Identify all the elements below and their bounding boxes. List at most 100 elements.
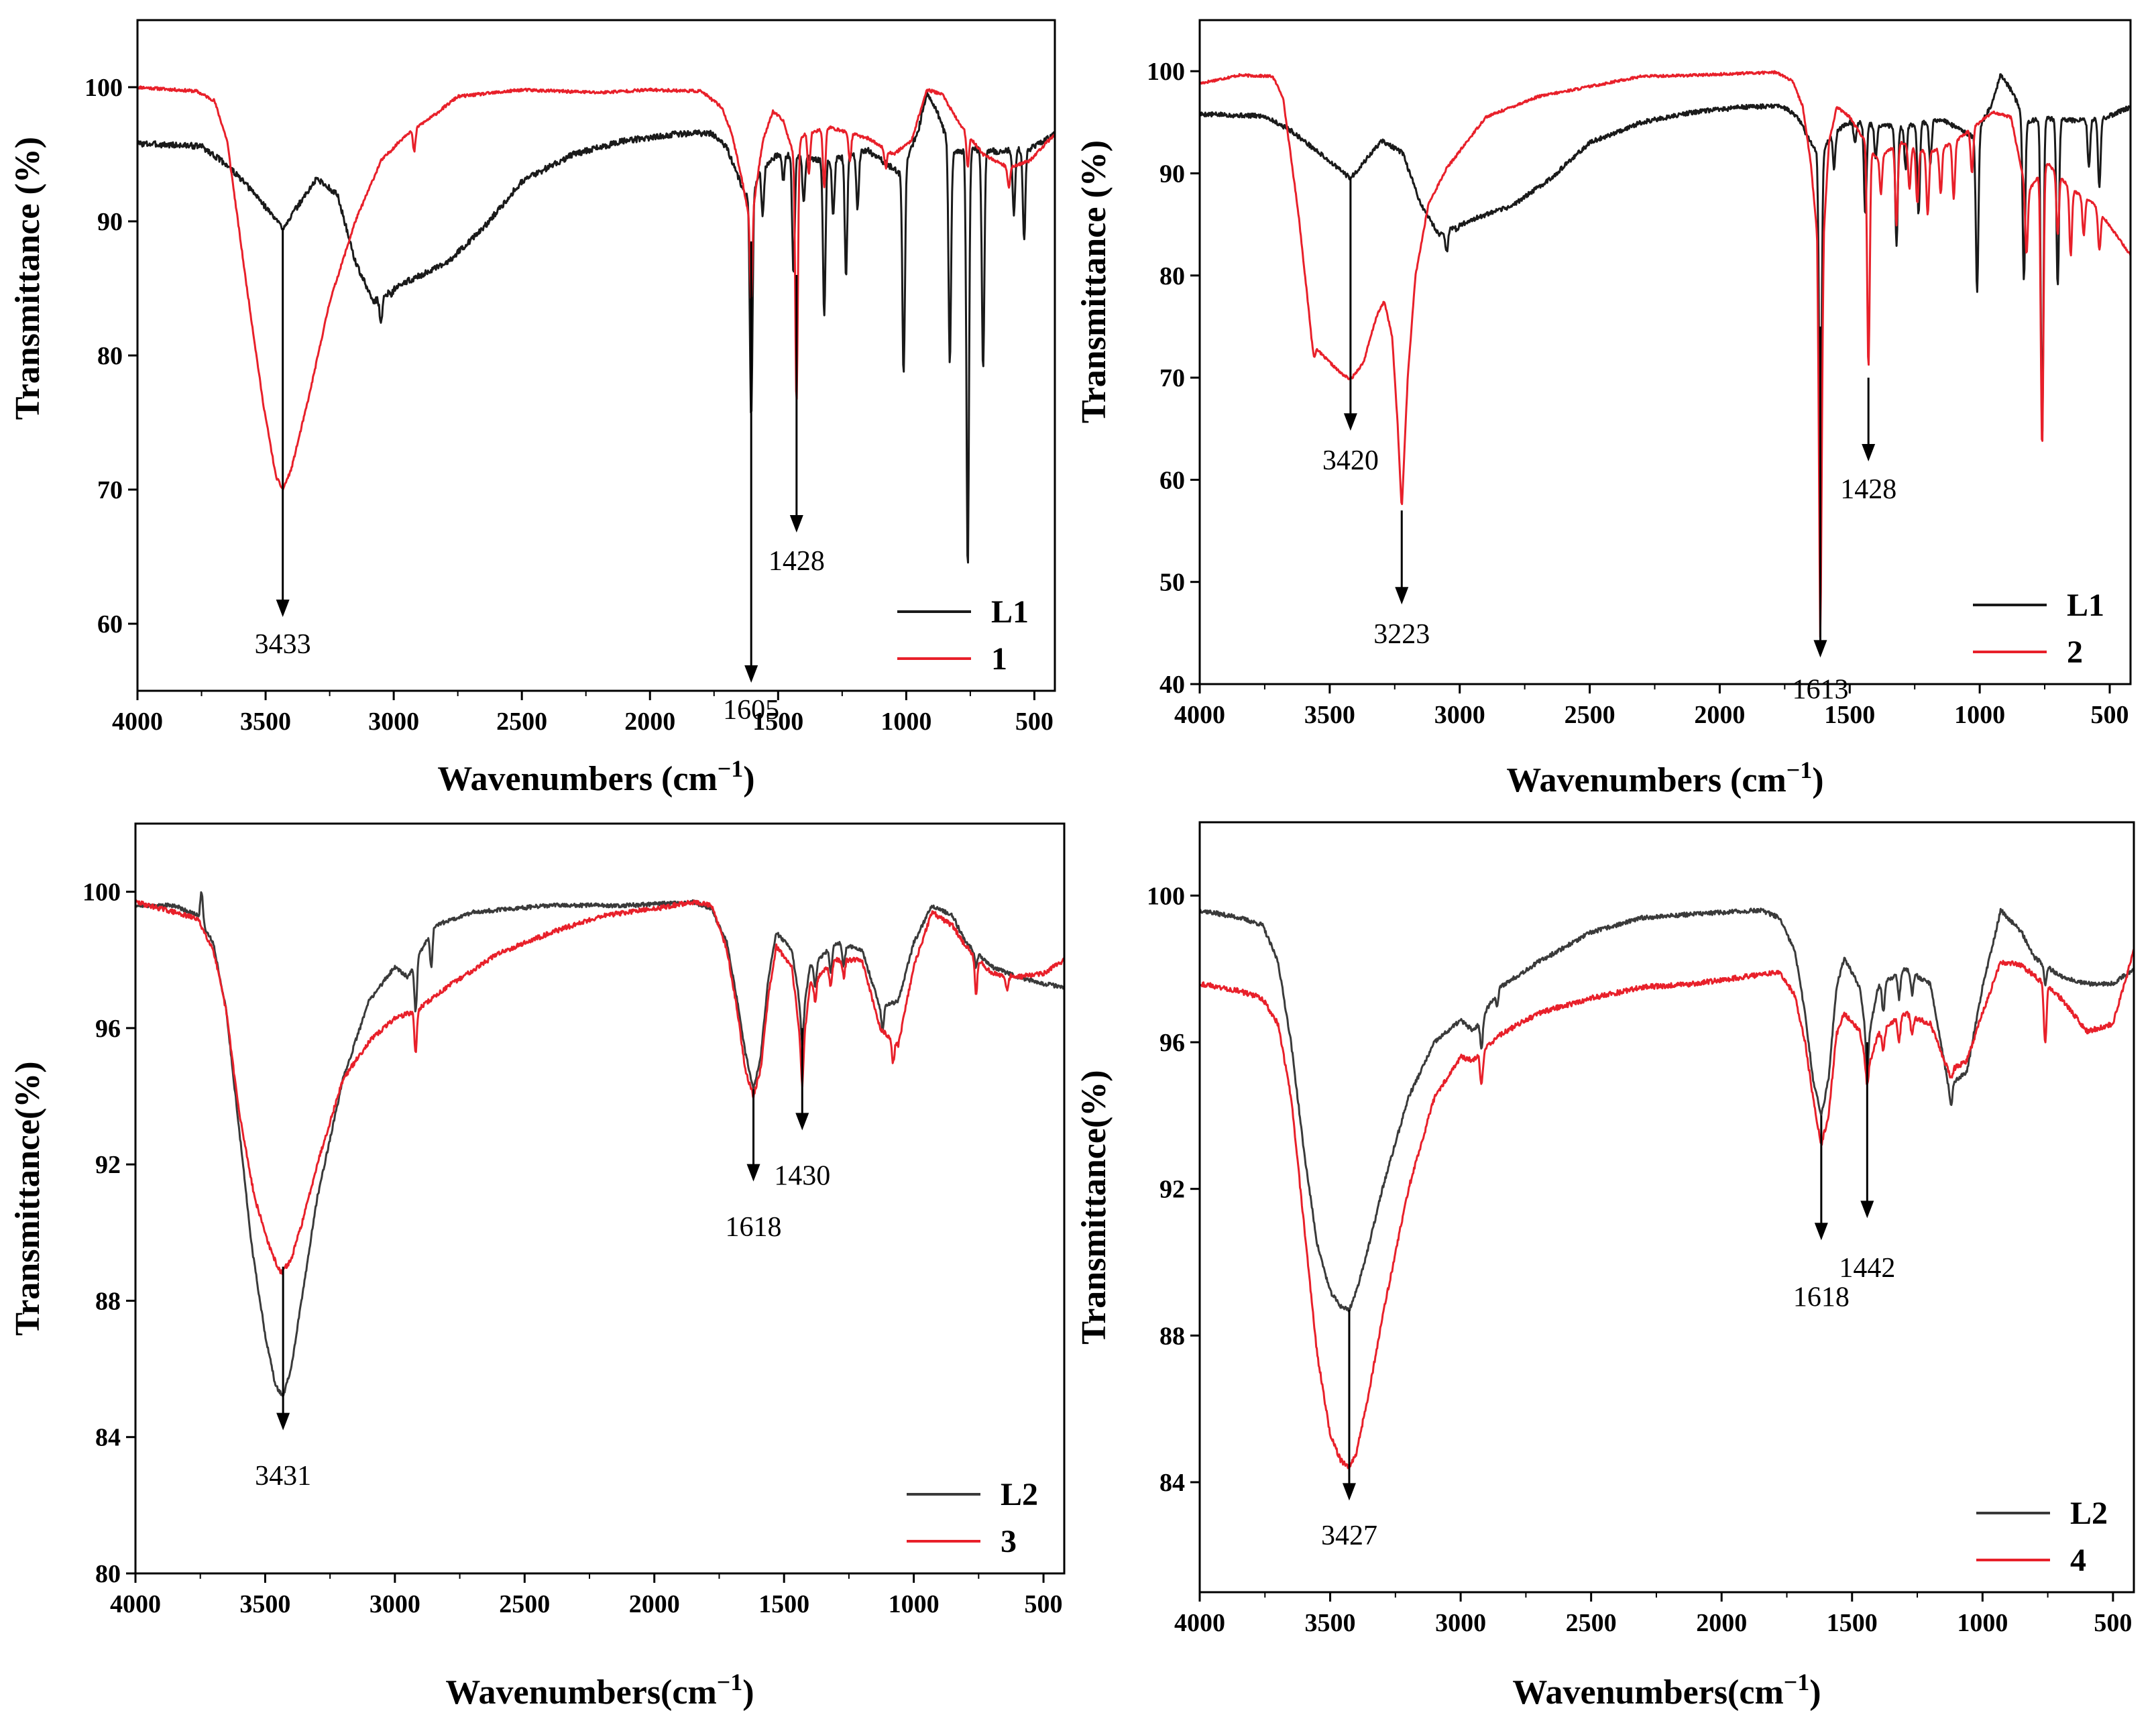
- x-tick-label: 1000: [1954, 701, 2005, 729]
- annotation-label: 1428: [1840, 474, 1896, 505]
- annotation-arrow-head: [1862, 443, 1876, 461]
- panel-b: 4000 3500 3000 2500 2000 1500 1000 500 40 50 60 70 8…: [1075, 19, 2132, 799]
- panel-a: 4000 3500 3000 2500 2000 1500 1000 500 60 70 80 90 1…: [9, 19, 1056, 798]
- plot-frame: [134, 822, 1066, 1575]
- y-tick-label: 100: [1147, 882, 1185, 910]
- series-line-1: [137, 85, 1055, 491]
- x-axis-title: Wavenumbers(cm−1): [1512, 1669, 1821, 1712]
- annotation-arrow-head: [1814, 1223, 1828, 1241]
- legend-label: L2: [1001, 1477, 1038, 1512]
- legend-label: 1: [991, 641, 1007, 677]
- y-tick-label: 70: [97, 476, 123, 504]
- y-tick-label: 92: [1159, 1176, 1185, 1204]
- annotation-arrow-head: [1860, 1201, 1874, 1219]
- x-tick-label: 500: [1015, 708, 1054, 736]
- x-tick-label: 2000: [629, 1590, 680, 1618]
- annotation-arrow-head: [795, 1113, 809, 1131]
- x-tick-label: 1000: [889, 1590, 940, 1618]
- x-tick-label: 2000: [624, 708, 675, 736]
- y-axis-title: Transmittance(%): [1075, 1070, 1113, 1344]
- annotation-label: 1613: [1792, 674, 1848, 705]
- annotation-arrow-head: [744, 665, 758, 683]
- y-tick-label: 90: [1159, 160, 1185, 188]
- legend-label: 3: [1001, 1524, 1017, 1559]
- y-tick-label: 96: [1159, 1029, 1185, 1057]
- y-tick-label: 88: [95, 1287, 121, 1315]
- x-tick-label: 3000: [368, 708, 419, 736]
- annotation-arrow-head: [276, 600, 290, 617]
- y-tick-label: 100: [84, 74, 123, 102]
- panel-d: 4000 3500 3000 2500 2000 1500 1000 500 84 88 92 96 1…: [1075, 821, 2135, 1712]
- y-tick-label: 60: [1159, 466, 1185, 494]
- plot-frame: [1198, 821, 2135, 1594]
- x-tick-label: 3500: [1305, 1609, 1356, 1637]
- x-axis-title: Wavenumbers(cm−1): [445, 1669, 754, 1712]
- x-axis-title: Wavenumbers (cm−1): [1506, 757, 1823, 799]
- x-tick-label: 1500: [1824, 701, 1875, 729]
- annotation-label: 1605: [723, 695, 779, 726]
- series-line-L2: [1200, 907, 2134, 1313]
- annotation-label: 1428: [769, 546, 825, 577]
- x-tick-label: 2500: [1566, 1609, 1617, 1637]
- y-tick-label: 60: [97, 610, 123, 638]
- y-axis-title: Transmittance (%): [9, 137, 47, 420]
- y-tick-label: 50: [1159, 569, 1185, 597]
- y-tick-label: 80: [95, 1560, 121, 1588]
- x-axis-title: Wavenumbers (cm−1): [437, 755, 754, 798]
- legend-label: L1: [991, 594, 1029, 630]
- x-tick-label: 2500: [499, 1590, 550, 1618]
- legend-label: 2: [2067, 634, 2083, 670]
- x-tick-label: 3500: [1304, 701, 1355, 729]
- annotation-arrow-head: [1343, 413, 1357, 431]
- legend-label: L1: [2067, 588, 2104, 623]
- legend-label: L2: [2070, 1496, 2108, 1531]
- annotation-label: 1618: [1793, 1282, 1850, 1313]
- annotation-label: 1618: [726, 1212, 782, 1243]
- annotation-label: 3427: [1321, 1520, 1377, 1551]
- y-tick-label: 90: [97, 208, 123, 236]
- y-tick-label: 80: [97, 342, 123, 370]
- x-tick-label: 1500: [752, 708, 803, 736]
- x-tick-label: 2000: [1696, 1609, 1747, 1637]
- x-tick-label: 4000: [110, 1590, 161, 1618]
- y-tick-label: 70: [1159, 364, 1185, 392]
- annotation-arrow-head: [746, 1164, 760, 1182]
- y-tick-label: 88: [1159, 1322, 1185, 1350]
- y-tick-label: 40: [1159, 671, 1185, 699]
- series-line-L1: [137, 89, 1055, 564]
- y-tick-label: 100: [1147, 58, 1185, 86]
- x-tick-label: 500: [1025, 1590, 1063, 1618]
- y-tick-label: 84: [95, 1424, 121, 1452]
- annotation-arrow-head: [1395, 587, 1409, 605]
- x-tick-label: 3500: [239, 1590, 290, 1618]
- x-tick-label: 4000: [1174, 1609, 1225, 1637]
- series-line-3: [135, 899, 1064, 1275]
- plot-frame: [1198, 19, 2132, 685]
- annotation-label: 3223: [1373, 619, 1430, 650]
- annotation-arrow-head: [1813, 640, 1827, 658]
- annotation-label: 1442: [1839, 1253, 1895, 1284]
- x-tick-label: 3000: [370, 1590, 420, 1618]
- x-tick-label: 3000: [1434, 701, 1485, 729]
- y-tick-label: 84: [1159, 1469, 1185, 1497]
- annotation-arrow-head: [789, 515, 803, 533]
- x-tick-label: 1000: [1957, 1609, 2008, 1637]
- x-tick-label: 1000: [881, 708, 931, 736]
- x-tick-label: 2000: [1694, 701, 1745, 729]
- annotation-label: 3431: [255, 1461, 311, 1492]
- series-line-L1: [1200, 73, 2131, 482]
- x-tick-label: 4000: [112, 708, 163, 736]
- y-tick-label: 80: [1159, 262, 1185, 290]
- x-tick-label: 500: [2094, 1609, 2132, 1637]
- x-tick-label: 4000: [1174, 701, 1225, 729]
- annotation-label: 3420: [1322, 445, 1379, 476]
- legend-label: 4: [2070, 1543, 2086, 1578]
- x-tick-label: 3000: [1435, 1609, 1486, 1637]
- panel-c: 4000 3500 3000 2500 2000 1500 1000 500 80 84 88 92 9…: [9, 822, 1066, 1712]
- x-tick-label: 2500: [1565, 701, 1615, 729]
- annotation-label: 3433: [255, 629, 311, 660]
- y-axis-title: Transmittance (%): [1075, 140, 1113, 423]
- x-tick-label: 1500: [1827, 1609, 1878, 1637]
